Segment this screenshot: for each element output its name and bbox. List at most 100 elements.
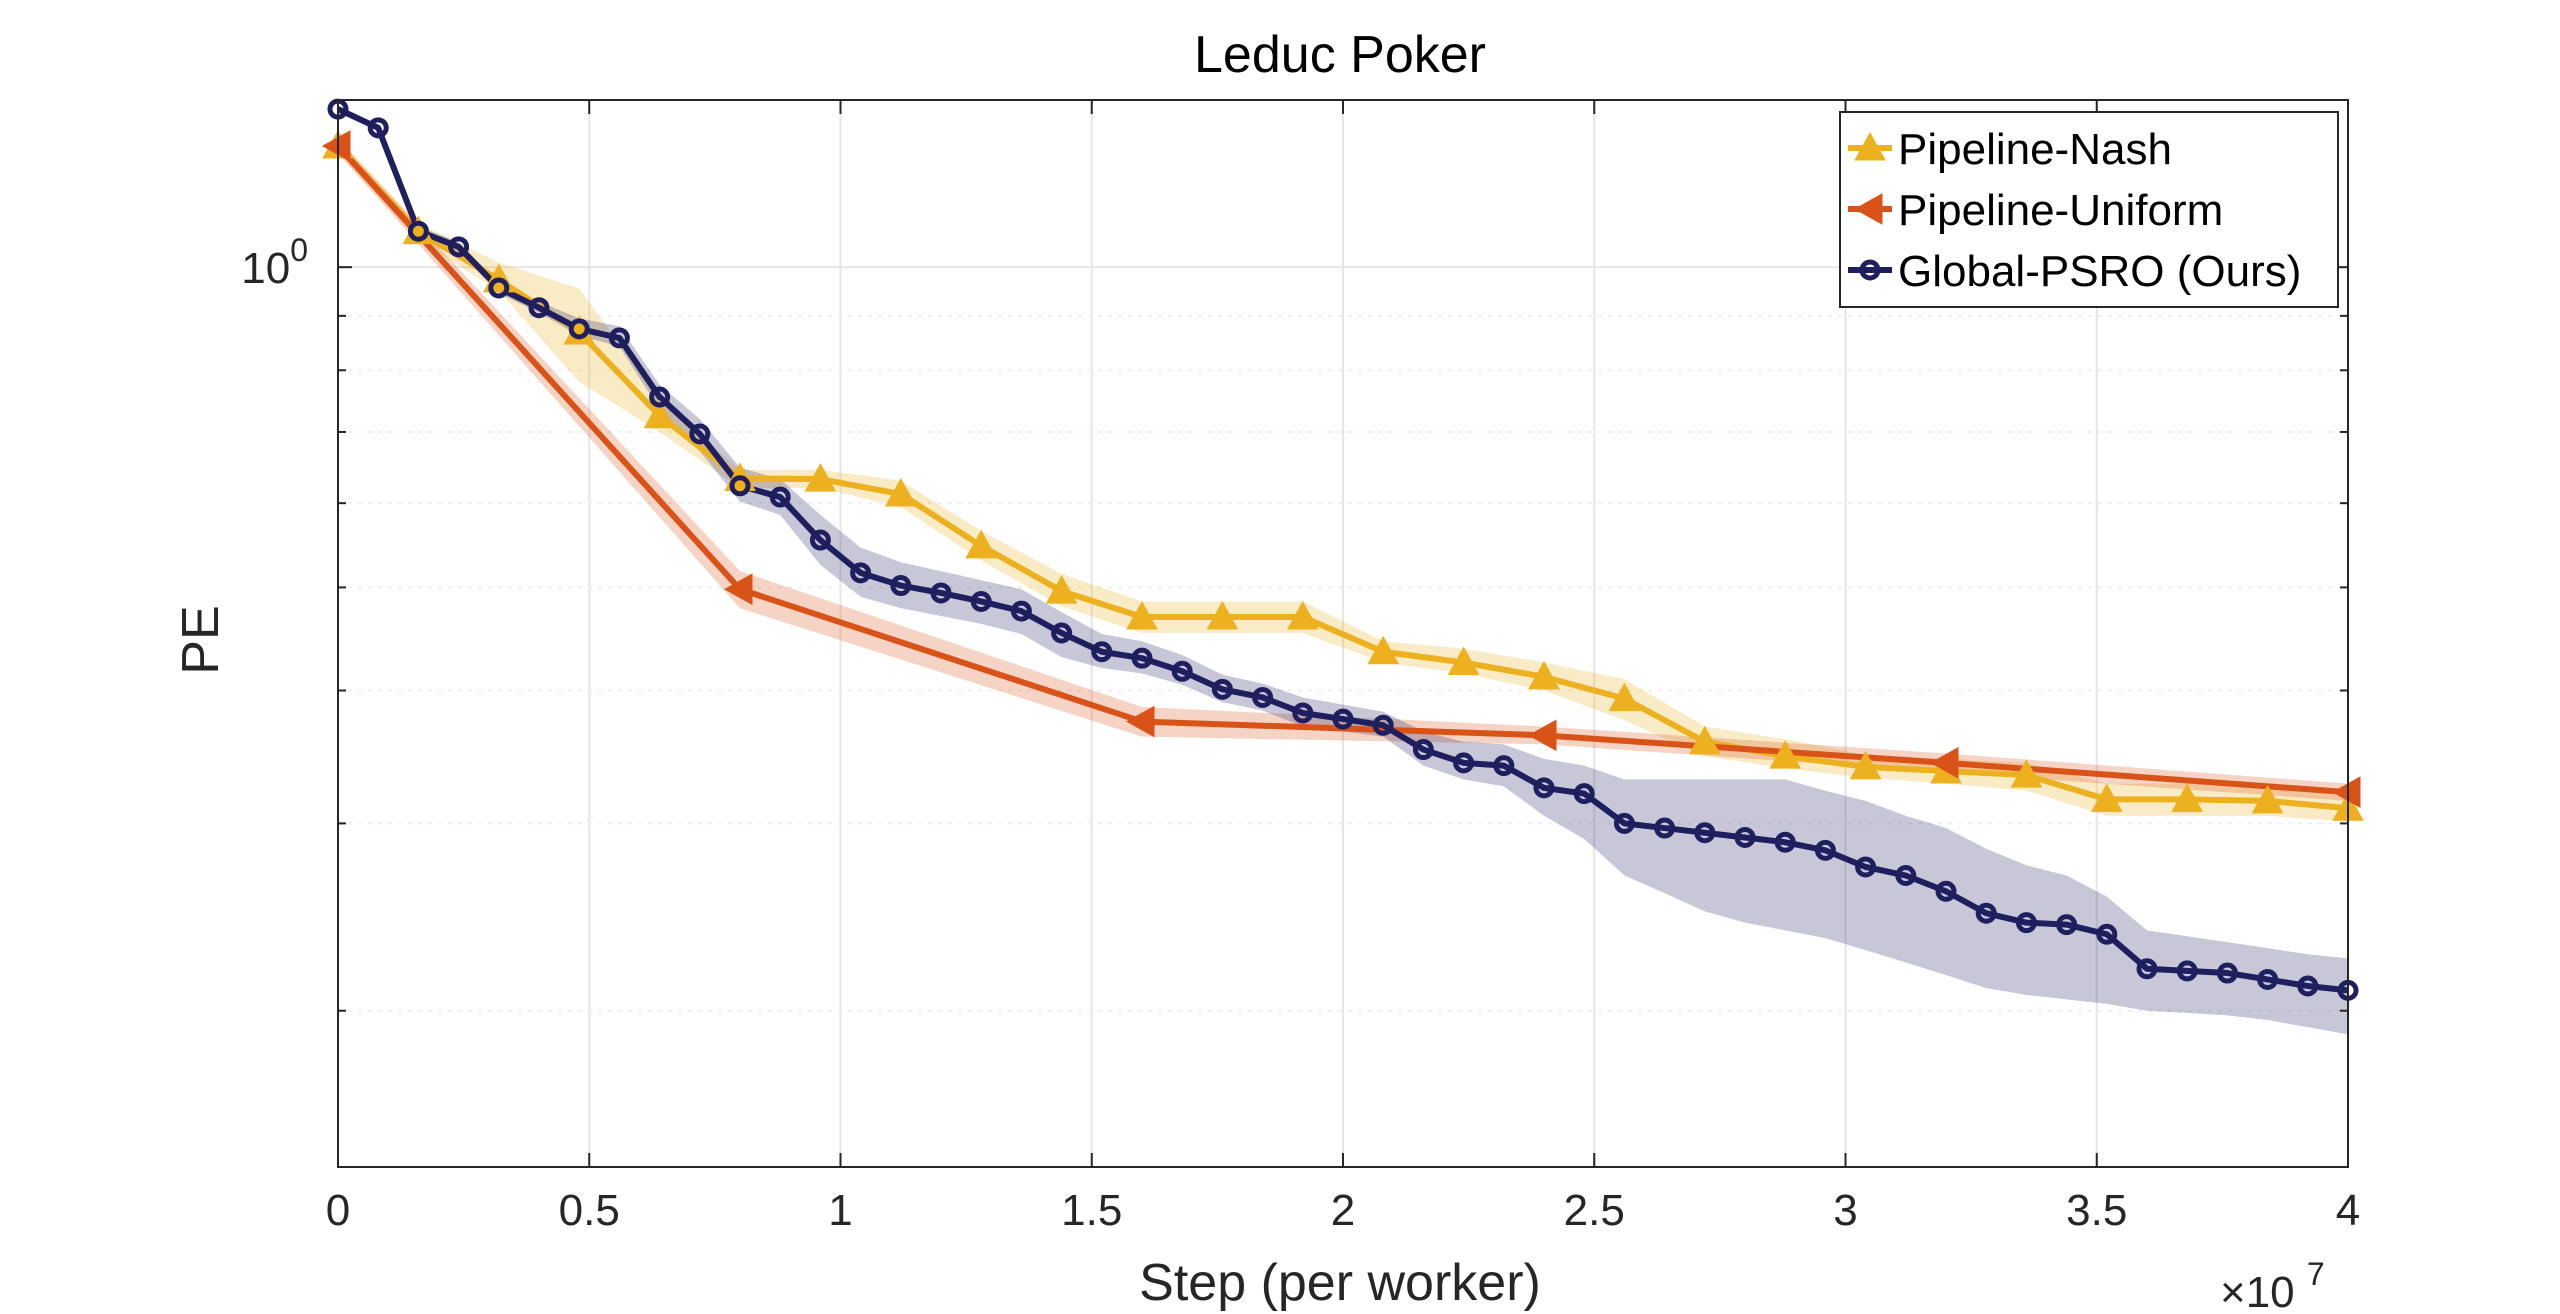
global-psro-ours-point: [850, 562, 872, 584]
global-psro-ours-point: [1814, 839, 1836, 861]
global-psro-ours-point: [2136, 958, 2158, 980]
global-psro-ours-point: [608, 327, 630, 349]
global-psro-ours-point: [1734, 826, 1756, 848]
global-psro-ours-band: [338, 105, 2348, 1035]
global-psro-ours-point: [1091, 641, 1113, 663]
pipeline-uniform-band: [338, 138, 2348, 801]
global-psro-ours-point: [1412, 739, 1434, 761]
global-psro-ours-point: [1895, 865, 1917, 887]
global-psro-ours-point: [729, 475, 751, 497]
legend: Pipeline-Nash Pipeline-Uniform Global-PSRO…: [1839, 111, 2339, 308]
pipeline-nash-point: [1608, 682, 1641, 712]
pipeline-uniform-point: [723, 573, 753, 606]
pipeline-uniform-point: [321, 130, 351, 162]
x-exponent-base: ×10: [2220, 1268, 2295, 1314]
x-tick-label: 2.5: [1564, 1186, 1625, 1235]
pipeline-nash-point: [1849, 750, 1882, 780]
global-psro-ours-point: [1051, 622, 1073, 644]
pipeline-nash-point: [884, 477, 917, 507]
global-psro-ours-line: [336, 106, 2349, 994]
global-psro-ours-point: [1493, 755, 1515, 777]
global-psro-ours-point: [890, 575, 912, 597]
global-psro-ours-point: [1613, 812, 1635, 834]
pipeline-nash-point: [1367, 635, 1400, 665]
global-psro-ours-point: [1975, 902, 1997, 924]
global-psro-ours-point: [689, 423, 711, 445]
pipeline-nash-point: [2251, 784, 2284, 814]
global-psro-ours-point: [1292, 702, 1314, 724]
global-psro-ours-point: [528, 297, 550, 319]
pipeline-nash-point: [804, 463, 837, 492]
global-psro-ours-point: [2056, 914, 2078, 936]
global-psro-ours-point: [1332, 708, 1354, 730]
pipeline-nash-point: [2010, 759, 2043, 788]
pipeline-nash-point: [1528, 660, 1560, 690]
legend-marker: [1859, 259, 1881, 281]
global-psro-ours-point: [2297, 975, 2319, 997]
global-psro-ours-point: [2015, 912, 2037, 934]
x-tick-label: 1.5: [1061, 1186, 1122, 1235]
x-exponent-power: 7: [2307, 1256, 2325, 1292]
x-axis-title: Step (per worker): [1139, 1254, 1541, 1312]
legend-box: [1839, 111, 2339, 308]
global-psro-ours-point: [2096, 923, 2118, 945]
global-psro-ours-point: [367, 117, 389, 139]
pipeline-nash-point: [1769, 740, 1802, 769]
legend-marker: [1853, 193, 1883, 225]
tick-labels: 0 0.5 1 1.5 2 2.5 3 3.5 4 100: [241, 232, 2360, 1235]
global-psro-ours-point: [970, 590, 992, 612]
pipeline-uniform-point: [1527, 719, 1557, 752]
x-tick-label: 3: [1833, 1186, 1857, 1235]
legend-label: Pipeline-Uniform: [1898, 186, 2223, 235]
x-exponent-label: ×10 7: [2220, 1256, 2325, 1314]
global-psro-ours-point: [2216, 962, 2238, 984]
global-psro-ours-point: [769, 486, 791, 508]
pipeline-uniform-point: [1125, 705, 1155, 738]
x-tick-label: 2: [1331, 1186, 1355, 1235]
x-tick-label: 0.5: [559, 1186, 620, 1235]
pipeline-nash-point: [965, 529, 998, 559]
legend-label: Global-PSRO (Ours): [1898, 247, 2301, 296]
pipeline-nash-point: [1688, 725, 1721, 755]
global-psro-ours-point: [1252, 686, 1274, 708]
global-psro-ours-point: [488, 277, 510, 299]
x-tick-label: 4: [2336, 1186, 2360, 1235]
x-tick-label: 1: [828, 1186, 852, 1235]
global-psro-ours-point: [1654, 817, 1676, 839]
pipeline-nash-point: [1045, 575, 1078, 604]
y-axis-title: PE: [172, 605, 230, 674]
global-psro-ours-point: [2176, 960, 2198, 982]
global-psro-ours-point: [2257, 968, 2279, 990]
global-psro-ours-point: [1131, 647, 1153, 669]
legend-label: Pipeline-Nash: [1898, 125, 2172, 174]
y-tick-label: 100: [241, 232, 308, 293]
y-tick-label-exponent: 0: [290, 232, 308, 268]
global-psro-ours-point: [1533, 777, 1555, 799]
global-psro-ours-point: [1694, 822, 1716, 844]
pipeline-nash-point: [1447, 646, 1480, 675]
global-psro-ours-point: [1171, 660, 1193, 682]
x-tick-label: 3.5: [2066, 1186, 2127, 1235]
global-psro-ours-point: [809, 529, 831, 551]
global-psro-ours-point: [1855, 856, 1877, 878]
pipeline-nash-point: [1206, 600, 1239, 630]
global-psro-ours-point: [1211, 678, 1233, 700]
global-psro-ours-point: [930, 582, 952, 604]
global-psro-ours-point: [1010, 600, 1032, 622]
x-tick-label: 0: [326, 1186, 350, 1235]
global-psro-ours-point: [1372, 714, 1394, 736]
global-psro-ours-point: [1774, 831, 1796, 853]
global-psro-ours-point: [1935, 880, 1957, 902]
global-psro-ours-point: [1453, 752, 1475, 774]
pipeline-uniform-point: [1929, 747, 1959, 779]
global-psro-ours-point: [649, 386, 671, 408]
global-psro-ours-point: [448, 236, 470, 258]
legend-marker: [1854, 131, 1886, 161]
chart-title: Leduc Poker: [1194, 26, 1486, 84]
pipeline-nash-point: [2090, 783, 2123, 812]
pipeline-nash-point: [2171, 783, 2204, 812]
pipeline-nash-point: [643, 399, 676, 429]
global-psro-ours-point: [568, 318, 590, 340]
global-psro-ours-point: [407, 220, 429, 242]
